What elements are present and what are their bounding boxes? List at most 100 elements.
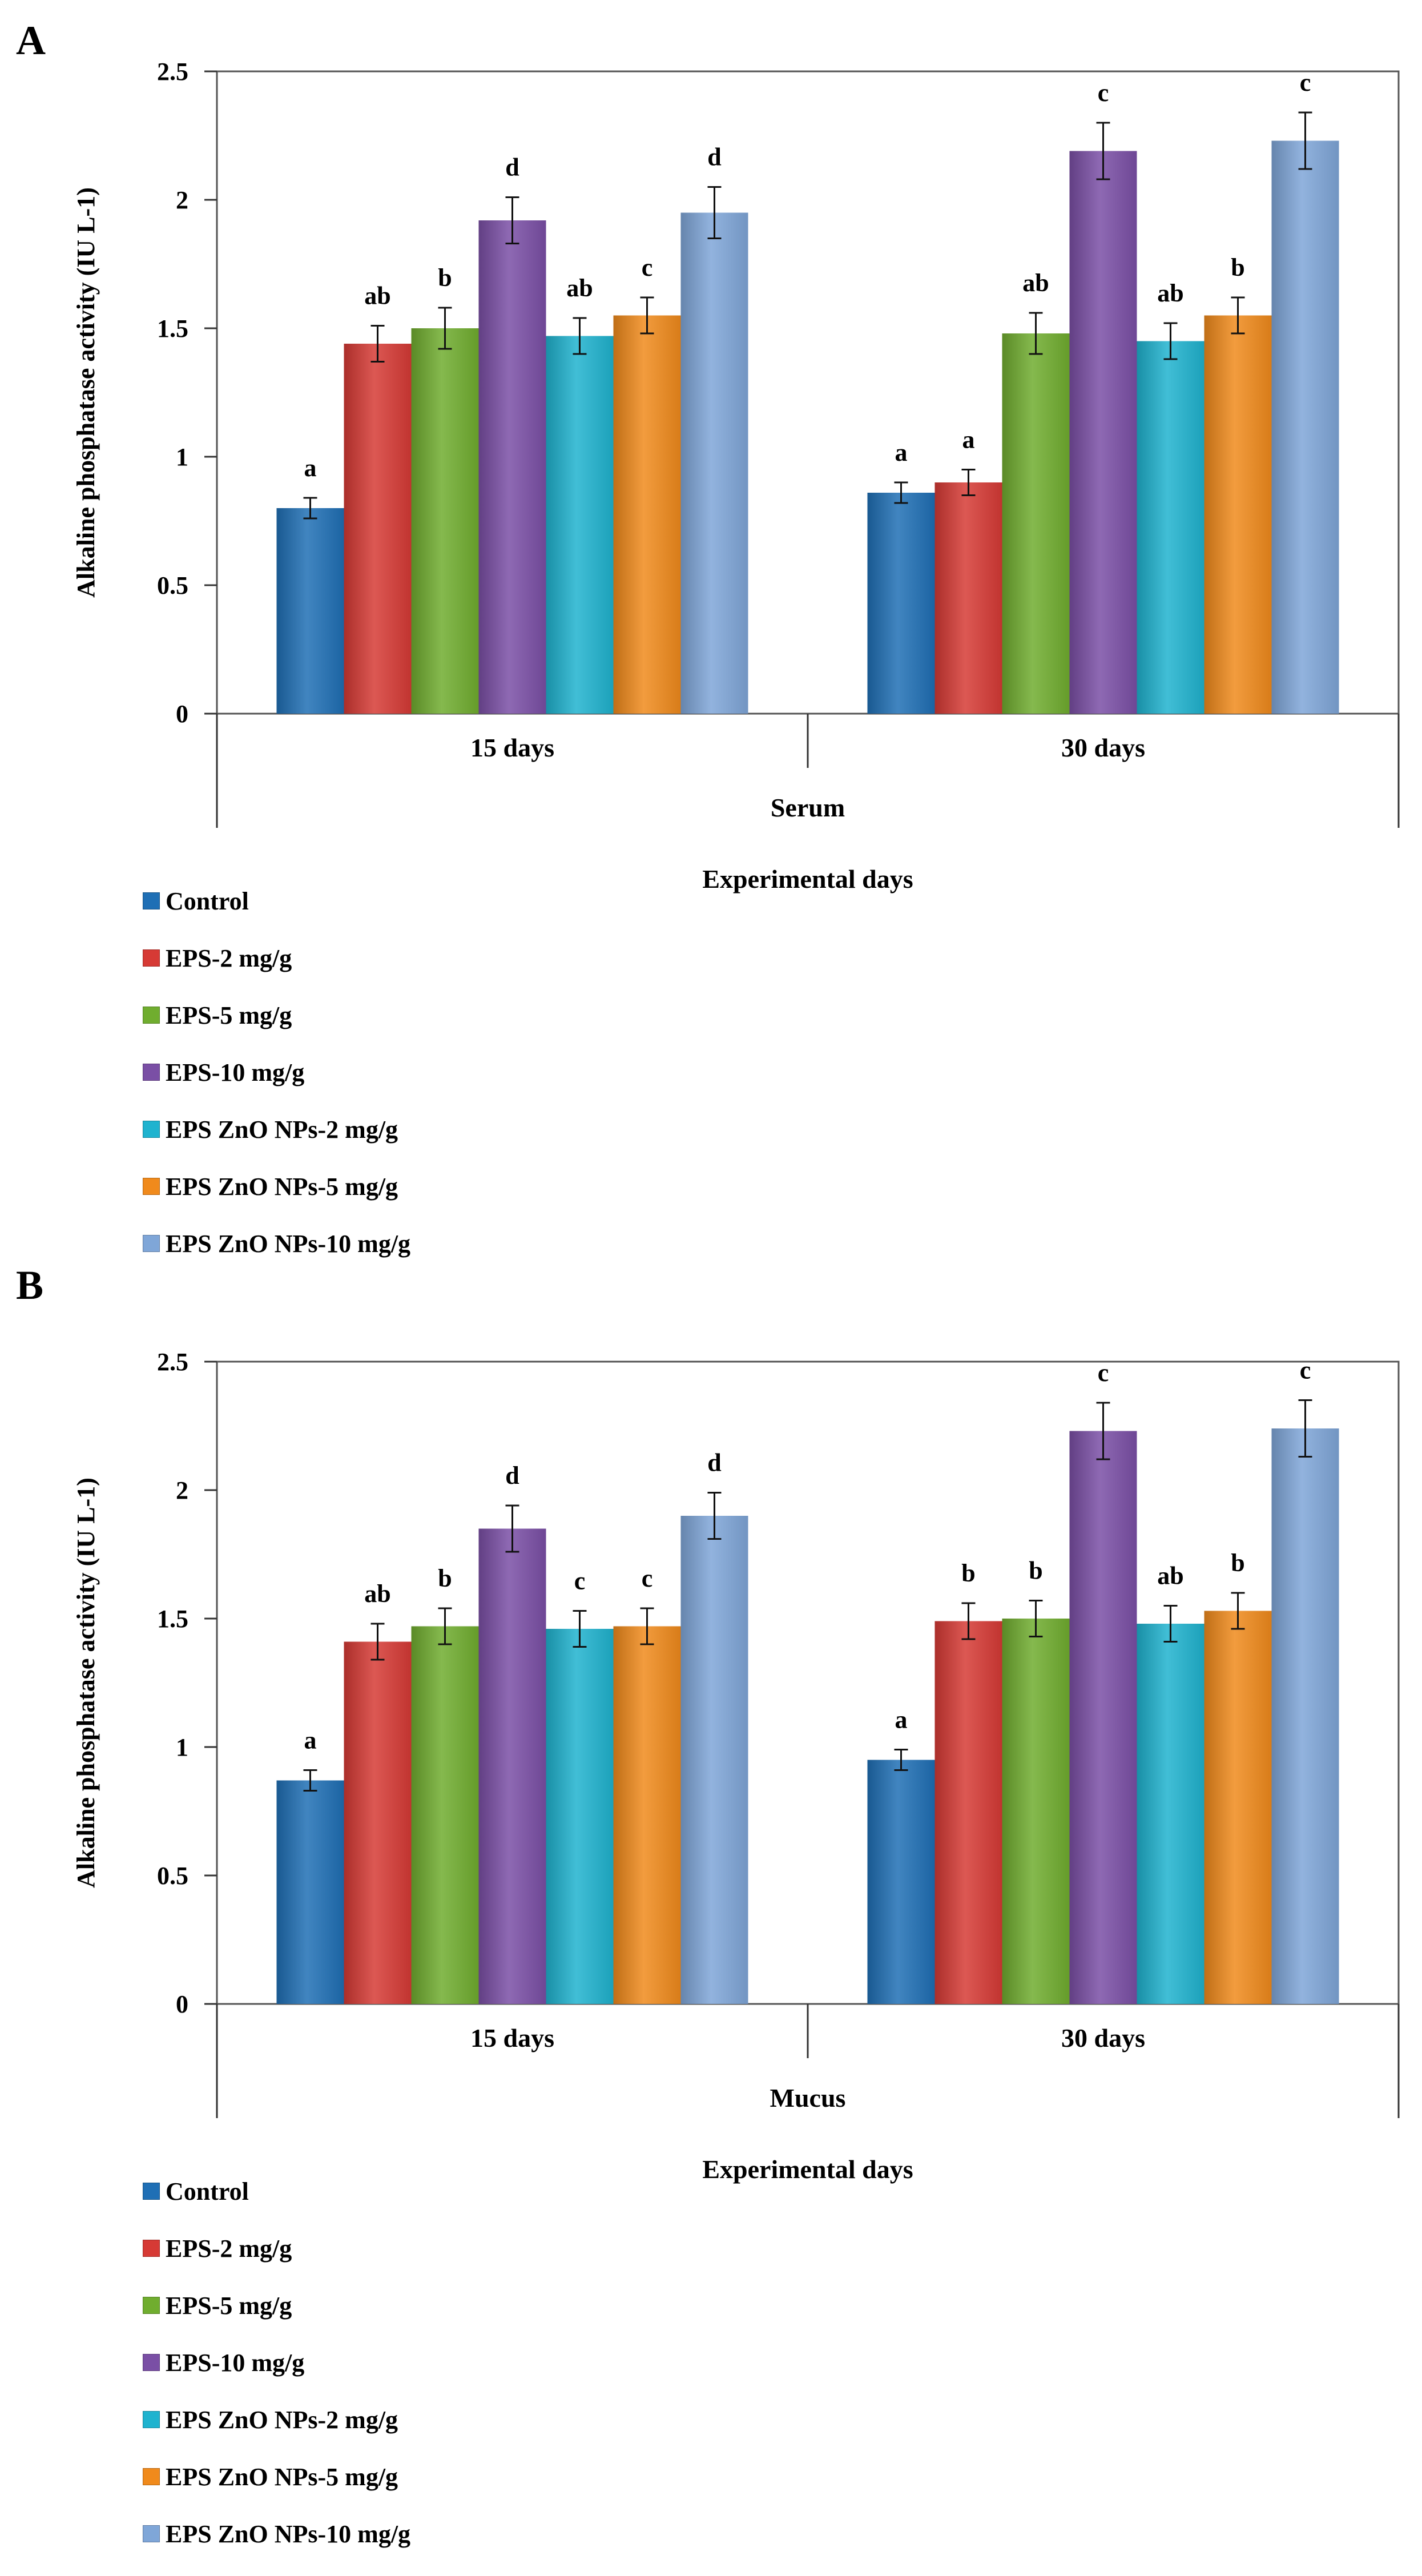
bar: [411, 328, 479, 714]
legend-swatch: [143, 949, 160, 967]
bar: [344, 344, 412, 714]
group-label: Serum: [771, 793, 845, 822]
bar: [1271, 140, 1339, 714]
legend-label: EPS ZnO NPs-5 mg/g: [166, 2462, 398, 2491]
bar: [1204, 315, 1272, 714]
legend-swatch: [143, 2240, 160, 2257]
significance-letter: d: [505, 154, 519, 182]
y-tick-label: 1: [176, 1733, 188, 1761]
bar: [680, 212, 748, 714]
category-label: 30 days: [1061, 2023, 1145, 2052]
legend-swatch: [143, 2183, 160, 2200]
bar: [1002, 333, 1070, 714]
significance-letter: a: [895, 438, 908, 466]
significance-letter: b: [438, 264, 452, 292]
significance-letter: b: [1231, 1549, 1244, 1577]
significance-letter: a: [895, 1706, 908, 1734]
significance-letter: c: [1098, 79, 1109, 107]
bar: [478, 220, 546, 714]
bar: [934, 1621, 1002, 2004]
significance-letter: c: [1300, 69, 1311, 96]
legend-swatch: [143, 2468, 160, 2485]
legend-item: EPS-10 mg/g: [143, 2334, 410, 2391]
bar: [680, 1516, 748, 2004]
y-tick-label: 0: [176, 1990, 188, 2018]
significance-letter: a: [304, 454, 317, 482]
category-label: 15 days: [470, 733, 554, 762]
bar: [867, 493, 935, 714]
significance-letter: b: [961, 1559, 975, 1587]
group-label: Mucus: [770, 2083, 846, 2112]
legend-label: EPS-2 mg/g: [166, 2234, 292, 2263]
bar: [546, 1629, 614, 2004]
legend-label: EPS ZnO NPs-10 mg/g: [166, 2519, 411, 2548]
bar: [1069, 1431, 1137, 2004]
significance-letter: c: [642, 253, 653, 281]
category-label: 15 days: [470, 2023, 554, 2052]
legend-label: Control: [166, 887, 249, 915]
significance-letter: b: [1029, 1557, 1042, 1585]
legend-swatch: [143, 1121, 160, 1138]
bar: [344, 1641, 412, 2004]
legend-item: Control: [143, 872, 410, 929]
legend-swatch: [143, 1178, 160, 1195]
y-tick-label: 0: [176, 700, 188, 728]
bar: [867, 1760, 935, 2004]
legend-swatch: [143, 1007, 160, 1024]
legend-swatch: [143, 1064, 160, 1081]
y-tick-label: 2.5: [157, 1348, 188, 1376]
bar: [1002, 1619, 1070, 2004]
significance-letter: ab: [1022, 269, 1049, 297]
bar: [276, 1780, 344, 2004]
legend-swatch: [143, 2354, 160, 2371]
significance-letter: b: [1231, 253, 1244, 281]
panel-a-letter: A: [16, 18, 46, 63]
significance-letter: ab: [1157, 279, 1183, 307]
y-tick-label: 1.5: [157, 315, 188, 343]
y-tick-label: 2: [176, 1476, 188, 1504]
legend-label: EPS ZnO NPs-2 mg/g: [166, 2405, 398, 2434]
y-tick-label: 2.5: [157, 58, 188, 86]
bar: [1204, 1611, 1272, 2004]
bar: [1271, 1428, 1339, 2004]
legend-swatch: [143, 2525, 160, 2542]
x-axis-title: Experimental days: [702, 2155, 913, 2184]
chart-serum: 0 0.5 1 1.5 2 2.5 Alkaline phosphatase activit…: [72, 58, 1400, 893]
legend-item: EPS ZnO NPs-5 mg/g: [143, 1158, 410, 1215]
bar: [478, 1528, 546, 2004]
significance-letter: ab: [364, 1580, 390, 1608]
significance-letter: a: [962, 426, 975, 454]
legend-label: EPS-10 mg/g: [166, 1058, 305, 1086]
significance-letter: c: [1098, 1359, 1109, 1387]
legend-item: EPS-2 mg/g: [143, 2220, 410, 2277]
legend-label: EPS-10 mg/g: [166, 2348, 305, 2377]
legend-swatch: [143, 892, 160, 909]
legend-item: Control: [143, 2163, 410, 2220]
legend-item: EPS ZnO NPs-2 mg/g: [143, 2391, 410, 2448]
legend-label: EPS-5 mg/g: [166, 2291, 292, 2320]
legend-label: EPS-5 mg/g: [166, 1001, 292, 1029]
significance-letter: ab: [566, 274, 593, 302]
y-tick-label: 0.5: [157, 571, 188, 599]
significance-letter: ab: [364, 282, 390, 310]
legend-label: EPS ZnO NPs-10 mg/g: [166, 1229, 411, 1258]
bar: [934, 482, 1002, 714]
significance-letter: d: [707, 1449, 721, 1477]
legend-item: EPS ZnO NPs-10 mg/g: [143, 2505, 410, 2562]
chart-mucus: 0 0.5 1 1.5 2 2.5 Alkaline phosphatase activit…: [72, 1348, 1400, 2184]
significance-letter: d: [707, 143, 721, 171]
significance-letter: b: [438, 1564, 452, 1592]
legend-label: EPS ZnO NPs-5 mg/g: [166, 1172, 398, 1201]
bar: [1069, 151, 1137, 714]
legend-swatch: [143, 2297, 160, 2314]
legend-label: EPS-2 mg/g: [166, 944, 292, 972]
significance-letter: c: [574, 1567, 586, 1595]
legend-item: EPS ZnO NPs-5 mg/g: [143, 2448, 410, 2505]
legend-item: EPS ZnO NPs-2 mg/g: [143, 1101, 410, 1158]
category-label: 30 days: [1061, 733, 1145, 762]
bar: [546, 336, 614, 714]
significance-letter: ab: [1157, 1562, 1183, 1590]
legend-item: EPS-10 mg/g: [143, 1044, 410, 1101]
y-axis-title: Alkaline phosphatase activity (IU L-1): [72, 187, 100, 598]
y-axis-title: Alkaline phosphatase activity (IU L-1): [72, 1478, 100, 1888]
